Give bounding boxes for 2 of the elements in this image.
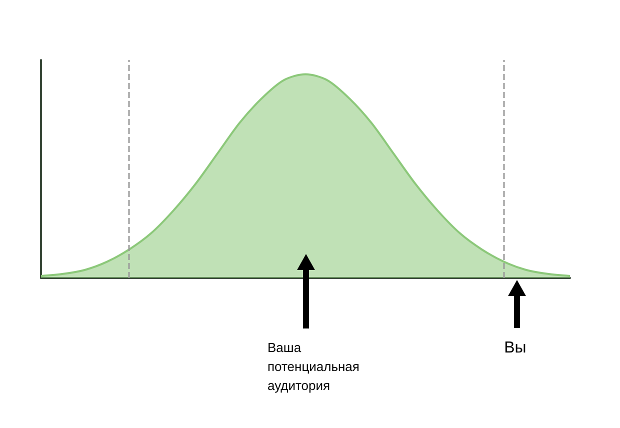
text: Ваша потенциальная аудитория <box>268 340 360 393</box>
text: Вы <box>504 340 526 356</box>
